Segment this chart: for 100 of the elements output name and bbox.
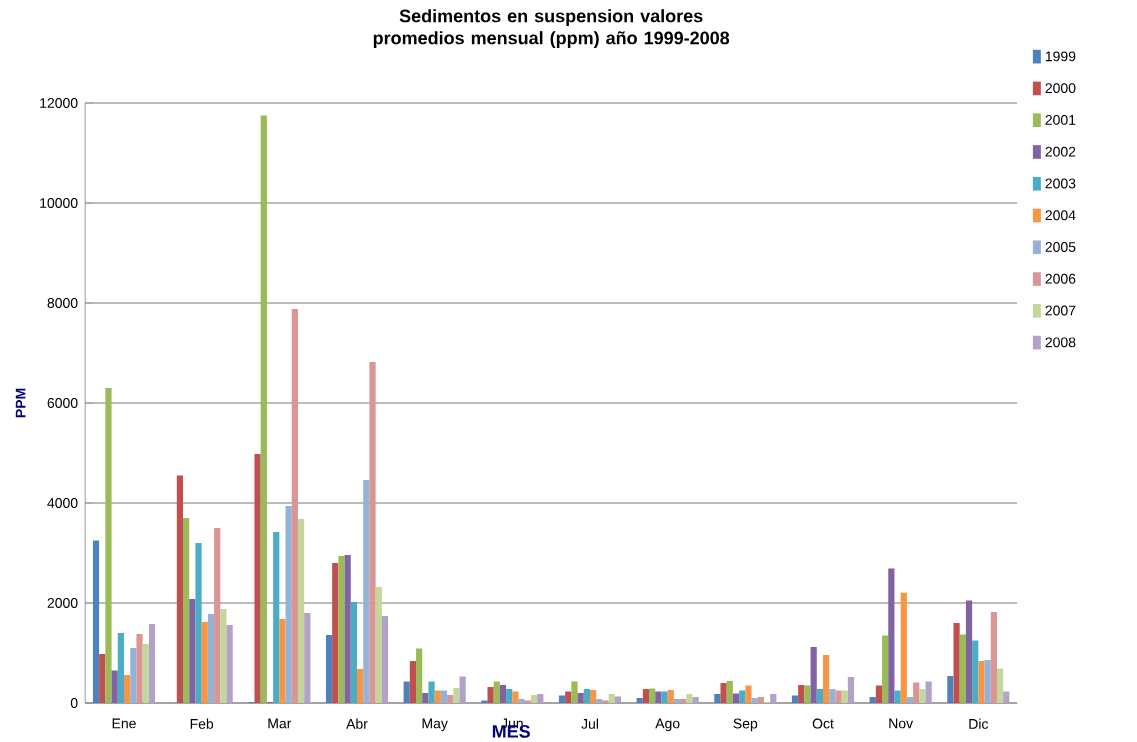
bar (130, 647, 137, 703)
x-tick-label: Nov (889, 718, 914, 729)
legend-label: 2001 (1045, 114, 1076, 125)
bar (1003, 691, 1010, 703)
x-tick-label: Feb (190, 718, 214, 729)
bar (422, 692, 429, 703)
bar (745, 685, 752, 703)
bar (829, 688, 836, 703)
bar (453, 687, 460, 703)
x-tick-label: Oct (812, 718, 834, 729)
bar (757, 696, 764, 703)
bar (99, 653, 106, 703)
bar (882, 635, 889, 703)
bar (226, 624, 233, 703)
bar (770, 693, 777, 703)
bar (111, 670, 118, 703)
x-tick-label: Mar (268, 718, 292, 729)
y-tick-label: 0 (70, 698, 78, 708)
bar (888, 568, 895, 703)
bar (692, 696, 699, 703)
bar (434, 690, 441, 703)
bar (537, 693, 544, 703)
bar (913, 682, 920, 703)
bar (195, 542, 202, 703)
y-tick-label: 6000 (47, 398, 78, 408)
bar (285, 505, 292, 703)
bar (409, 660, 417, 703)
bar (291, 308, 298, 703)
bar (403, 681, 410, 703)
bar (176, 475, 184, 703)
bar (978, 660, 985, 703)
bar (875, 685, 883, 703)
legend-label: 1999 (1045, 51, 1076, 62)
bar (214, 527, 221, 703)
y-tick-label: 12000 (40, 98, 78, 108)
bar (571, 681, 578, 703)
bar (835, 690, 842, 703)
bar (972, 640, 979, 703)
bar (953, 622, 960, 703)
bar (583, 688, 590, 703)
bar (558, 695, 566, 703)
bar (375, 586, 382, 703)
x-tick-label: Ago (655, 718, 680, 732)
bar (642, 688, 650, 703)
y-tick-label: 2000 (47, 598, 78, 608)
bar (447, 694, 454, 703)
bar (577, 692, 584, 703)
bar (325, 634, 333, 703)
bar (732, 693, 740, 703)
bar (518, 698, 525, 703)
bar (183, 517, 190, 703)
x-tick-label: May (422, 718, 448, 732)
bar (506, 688, 513, 703)
bar (984, 659, 991, 703)
bar (919, 688, 926, 703)
bar (357, 668, 364, 703)
bar (947, 675, 954, 703)
bar (661, 691, 668, 703)
bar (207, 613, 215, 703)
legend-label: 2000 (1045, 83, 1076, 94)
y-axis-title: PPM (15, 388, 26, 418)
bar (900, 592, 907, 703)
bar (332, 562, 339, 703)
bar (636, 697, 643, 703)
bar (614, 696, 622, 703)
bar (714, 693, 721, 703)
bar (667, 689, 674, 703)
bar (686, 693, 693, 703)
chart-title: Sedimentos en suspension valores promedios mensual (ppm) año 1999-2008 (373, 9, 730, 48)
y-tick-label: 8000 (47, 298, 78, 308)
bar (279, 618, 286, 703)
bar (804, 685, 811, 703)
bar (416, 648, 423, 703)
bar (220, 608, 227, 703)
bar (810, 646, 817, 703)
bar (530, 694, 538, 703)
x-tick-label: Sep (733, 718, 758, 732)
legend-label: 2006 (1045, 273, 1076, 284)
legend-label: 2003 (1045, 178, 1076, 189)
bar (142, 643, 149, 703)
bar (297, 518, 305, 703)
bar (189, 598, 196, 703)
bar (791, 695, 799, 703)
bar (816, 688, 824, 703)
bar (726, 680, 733, 703)
y-tick-label: 10000 (40, 198, 78, 208)
bar (823, 654, 830, 703)
bar (524, 700, 531, 703)
bar (602, 700, 609, 703)
bar (260, 115, 267, 703)
bar (254, 453, 261, 703)
bar (117, 632, 124, 703)
bar (925, 681, 932, 703)
bar (273, 531, 280, 703)
bar (841, 690, 848, 703)
bar (481, 700, 488, 703)
bar (847, 676, 855, 703)
bar (92, 540, 100, 703)
bar (363, 479, 370, 703)
bar (590, 689, 597, 703)
